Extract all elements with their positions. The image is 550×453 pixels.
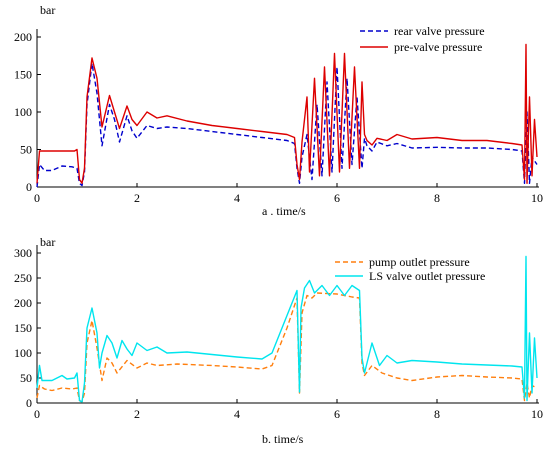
- series-line-pre-valve-pressure: [36, 43, 538, 184]
- legend-label: rear valve pressure: [394, 24, 485, 38]
- y-tick-label: 0: [26, 180, 32, 194]
- legend-label: LS valve outlet pressure: [369, 269, 485, 283]
- y-tick-label: 100: [14, 105, 32, 119]
- y-tick-label: 300: [14, 246, 32, 260]
- y-tick-label: 50: [20, 143, 32, 157]
- x-tick-label: 4: [234, 191, 240, 205]
- x-tick-label: 6: [334, 191, 340, 205]
- panel-label: a . time/s: [262, 204, 306, 218]
- x-tick-label: 4: [234, 407, 240, 421]
- x-tick-label: 10: [531, 407, 543, 421]
- series-line-LS-valve-outlet-pressure: [36, 255, 538, 403]
- legend-label: pump outlet pressure: [369, 255, 470, 269]
- y-tick-label: 0: [26, 396, 32, 410]
- y-tick-label: 100: [14, 346, 32, 360]
- y-axis-label: bar: [40, 3, 55, 17]
- x-tick-label: 2: [134, 191, 140, 205]
- x-tick-label: 8: [434, 191, 440, 205]
- y-tick-label: 200: [14, 296, 32, 310]
- y-tick-label: 150: [14, 321, 32, 335]
- legend: rear valve pressure pre-valve pressure: [360, 24, 485, 54]
- y-tick-label: 250: [14, 271, 32, 285]
- y-tick-label: 200: [14, 30, 32, 44]
- y-axis-label: bar: [40, 235, 55, 249]
- x-tick-label: 10: [531, 191, 543, 205]
- x-tick-label: 0: [34, 191, 40, 205]
- y-tick-label: 50: [20, 371, 32, 385]
- series-line-rear-valve-pressure: [36, 62, 538, 188]
- y-tick-label: 150: [14, 68, 32, 82]
- x-tick-label: 6: [334, 407, 340, 421]
- x-tick-label: 0: [34, 407, 40, 421]
- chart-panel-1: 0 50 100 150 200 250 300 0 2 4 6 8 10 bar b. time/s pum…: [14, 235, 543, 446]
- legend-label: pre-valve pressure: [394, 40, 482, 54]
- x-tick-label: 8: [434, 407, 440, 421]
- x-tick-label: 2: [134, 407, 140, 421]
- chart-panel-0: 0 50 100 150 200 0 2 4 6 8 10 bar a . time/s rear val…: [14, 3, 543, 218]
- series-line-pump-outlet-pressure: [36, 292, 538, 403]
- panel-label: b. time/s: [262, 432, 304, 446]
